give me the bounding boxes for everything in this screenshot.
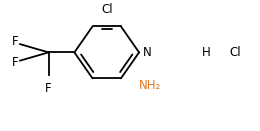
Text: F: F (12, 56, 18, 69)
Text: F: F (12, 35, 18, 48)
Text: N: N (142, 46, 151, 59)
Text: NH₂: NH₂ (139, 79, 161, 92)
Text: Cl: Cl (101, 3, 113, 16)
Text: H: H (202, 46, 211, 59)
Text: Cl: Cl (230, 46, 241, 59)
Text: F: F (45, 82, 52, 95)
